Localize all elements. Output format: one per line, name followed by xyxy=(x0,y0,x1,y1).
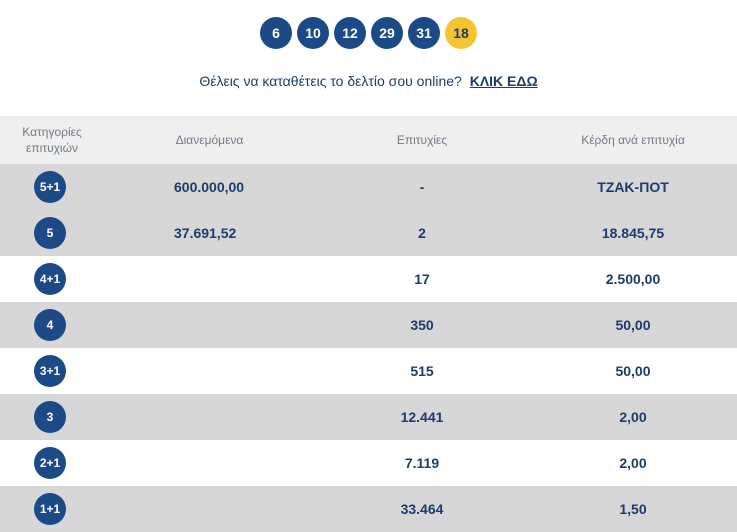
bonus-number-ball: 18 xyxy=(445,17,477,49)
winners-cell: 12.441 xyxy=(400,409,444,425)
table-row: 4 350 50,00 xyxy=(0,302,737,348)
winners-cell: 350 xyxy=(410,317,434,333)
prize-cell: 50,00 xyxy=(615,317,651,333)
table-row: 3+1 515 50,00 xyxy=(0,348,737,394)
distributed-cell: 600.000,00 xyxy=(174,179,245,195)
click-here-link[interactable]: ΚΛΙΚ ΕΔΩ xyxy=(469,73,538,89)
header-distributed: Διανεμόμενα xyxy=(175,133,244,147)
header-winners: Επιτυχίες xyxy=(396,133,448,147)
category-badge: 3+1 xyxy=(34,355,66,387)
table-row: 1+1 33.464 1,50 xyxy=(0,486,737,532)
distributed-cell xyxy=(104,302,315,348)
distributed-cell xyxy=(104,486,315,532)
table-row: 5 37.691,52 2 18.845,75 xyxy=(0,210,737,256)
category-badge: 3 xyxy=(34,401,66,433)
prize-cell: 2,00 xyxy=(619,455,647,471)
category-badge: 5 xyxy=(34,217,66,249)
winners-cell: - xyxy=(419,179,425,195)
category-badge: 4 xyxy=(34,309,66,341)
prize-cell: 1,50 xyxy=(619,501,647,517)
winners-cell: 7.119 xyxy=(404,455,440,471)
header-category: Κατηγορίες επιτυχιών xyxy=(22,125,82,155)
category-badge: 4+1 xyxy=(34,263,66,295)
header-prize: Κέρδη ανά επιτυχία xyxy=(581,133,685,147)
drawn-number-ball: 31 xyxy=(408,17,440,49)
drawn-number-ball: 29 xyxy=(371,17,403,49)
online-ticket-text: Θέλεις να καταθέτεις το δελτίο σου onlin… xyxy=(199,73,462,89)
winners-cell: 2 xyxy=(418,225,426,241)
winners-cell: 17 xyxy=(414,271,430,287)
category-badge: 2+1 xyxy=(34,447,66,479)
winners-cell: 33.464 xyxy=(400,501,444,517)
prize-cell: 18.845,75 xyxy=(601,225,665,241)
online-ticket-prompt: Θέλεις να καταθέτεις το δελτίο σου onlin… xyxy=(0,73,737,89)
distributed-cell xyxy=(104,348,315,394)
prize-cell: 2.500,00 xyxy=(605,271,661,287)
distributed-cell xyxy=(104,394,315,440)
drawn-numbers: 6 10 12 29 31 18 xyxy=(0,17,737,49)
table-row: 4+1 17 2.500,00 xyxy=(0,256,737,302)
category-badge: 5+1 xyxy=(34,171,66,203)
drawn-number-ball: 12 xyxy=(334,17,366,49)
drawn-number-ball: 6 xyxy=(260,17,292,49)
prize-table-header: Κατηγορίες επιτυχιών Διανεμόμενα Επιτυχί… xyxy=(0,116,737,164)
table-row: 5+1 600.000,00 - ΤΖΑΚ-ΠΟΤ xyxy=(0,164,737,210)
prize-cell: 50,00 xyxy=(615,363,651,379)
table-row: 3 12.441 2,00 xyxy=(0,394,737,440)
drawn-number-ball: 10 xyxy=(297,17,329,49)
category-badge: 1+1 xyxy=(34,493,66,525)
winners-cell: 515 xyxy=(410,363,434,379)
table-row: 2+1 7.119 2,00 xyxy=(0,440,737,486)
prize-cell: 2,00 xyxy=(619,409,647,425)
prize-table: Κατηγορίες επιτυχιών Διανεμόμενα Επιτυχί… xyxy=(0,116,737,532)
distributed-cell: 37.691,52 xyxy=(174,225,237,241)
distributed-cell xyxy=(104,256,315,302)
distributed-cell xyxy=(104,440,315,486)
prize-cell: ΤΖΑΚ-ΠΟΤ xyxy=(597,179,669,195)
